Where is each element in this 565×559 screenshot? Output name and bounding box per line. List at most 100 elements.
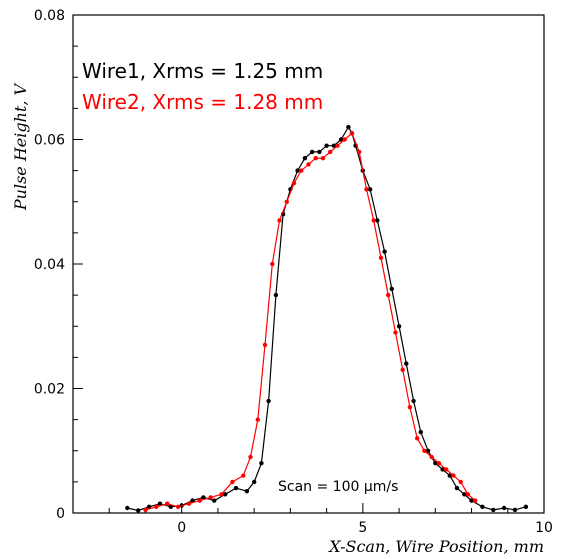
x-tick-label: 0 [177, 520, 186, 536]
data-point [146, 504, 152, 509]
data-point [473, 498, 478, 503]
x-axis-ticks: 0 5 10 [72, 503, 553, 536]
data-point [480, 504, 485, 509]
data-point [212, 498, 217, 503]
data-point [241, 473, 246, 478]
data-point [143, 507, 148, 513]
data-point [382, 249, 387, 254]
data-point [407, 405, 413, 410]
data-point [248, 454, 253, 460]
data-point [462, 492, 467, 497]
data-point [255, 417, 260, 422]
data-point [168, 504, 173, 509]
data-point [501, 505, 507, 511]
data-point [451, 473, 456, 478]
x-axis-label: X-Scan, Wire Position, mm [327, 537, 544, 556]
data-point [436, 461, 442, 466]
data-point [190, 498, 195, 503]
data-point [429, 454, 434, 460]
data-point [299, 168, 304, 173]
data-point [233, 485, 239, 491]
y-tick-label: 0.06 [34, 133, 65, 149]
data-point [259, 461, 264, 466]
data-point [389, 286, 394, 292]
data-point [252, 479, 257, 485]
data-point [444, 467, 449, 472]
data-point [125, 505, 130, 511]
data-point [266, 398, 271, 404]
series-line [145, 132, 476, 511]
data-point [469, 498, 474, 503]
y-tick-label: 0.02 [34, 382, 65, 398]
data-point [309, 149, 315, 155]
x-tick-label: 10 [535, 520, 553, 536]
data-point [136, 508, 141, 513]
data-point [523, 504, 529, 509]
data-point [440, 467, 445, 472]
data-point [317, 149, 322, 155]
data-point [175, 504, 181, 509]
data-point [328, 149, 333, 155]
data-point [342, 137, 347, 142]
data-point [197, 498, 202, 503]
data-point [454, 485, 460, 491]
data-point [244, 489, 250, 494]
data-point [270, 261, 275, 267]
data-point [320, 156, 326, 161]
data-point [418, 429, 423, 435]
y-tick-label: 0.08 [34, 8, 65, 24]
data-point [375, 218, 380, 223]
data-point [201, 495, 206, 500]
data-point [157, 501, 163, 506]
data-point [306, 162, 311, 167]
series-layer [125, 124, 529, 513]
data-point [400, 367, 405, 372]
data-point [357, 149, 362, 155]
data-point [458, 479, 463, 485]
data-point [302, 156, 308, 161]
data-point [371, 218, 376, 223]
data-point [364, 187, 369, 192]
data-point [331, 143, 337, 148]
data-point [313, 156, 318, 161]
data-point [378, 255, 384, 260]
data-point [230, 479, 235, 485]
data-point [219, 492, 224, 497]
legend-entry-wire2: Wire2, Xrms = 1.28 mm [82, 90, 323, 114]
data-point [433, 461, 438, 466]
y-axis-ticks: 0 0.02 0.04 0.06 0.08 [34, 8, 83, 522]
data-point [411, 398, 416, 404]
data-point [415, 436, 420, 441]
data-point [208, 495, 213, 500]
data-point [491, 507, 496, 513]
data-point [386, 292, 391, 298]
y-tick-label: 0 [56, 506, 65, 522]
data-point [262, 342, 268, 348]
data-point [404, 361, 409, 366]
y-tick-label: 0.04 [34, 257, 65, 273]
data-point [367, 187, 373, 192]
data-point [422, 448, 427, 453]
data-point [277, 218, 282, 223]
data-point [393, 330, 398, 335]
data-point [346, 124, 351, 130]
series-line [127, 125, 527, 512]
data-point [165, 501, 170, 506]
data-point [291, 180, 297, 186]
data-point [154, 504, 159, 509]
data-point [338, 137, 344, 142]
data-point [295, 168, 300, 173]
series-1 [125, 124, 529, 513]
data-point [447, 473, 452, 478]
series-2 [143, 131, 478, 513]
data-point [349, 131, 355, 136]
data-point [223, 492, 228, 497]
scan-rate-annotation: Scan = 100 μm/s [278, 479, 398, 495]
x-tick-label: 5 [358, 520, 367, 536]
data-point [284, 199, 289, 204]
y-axis-label: Pulse Height, V [11, 82, 30, 211]
legend-entry-wire1: Wire1, Xrms = 1.25 mm [82, 59, 323, 83]
data-point [273, 292, 279, 298]
data-point [335, 143, 340, 148]
